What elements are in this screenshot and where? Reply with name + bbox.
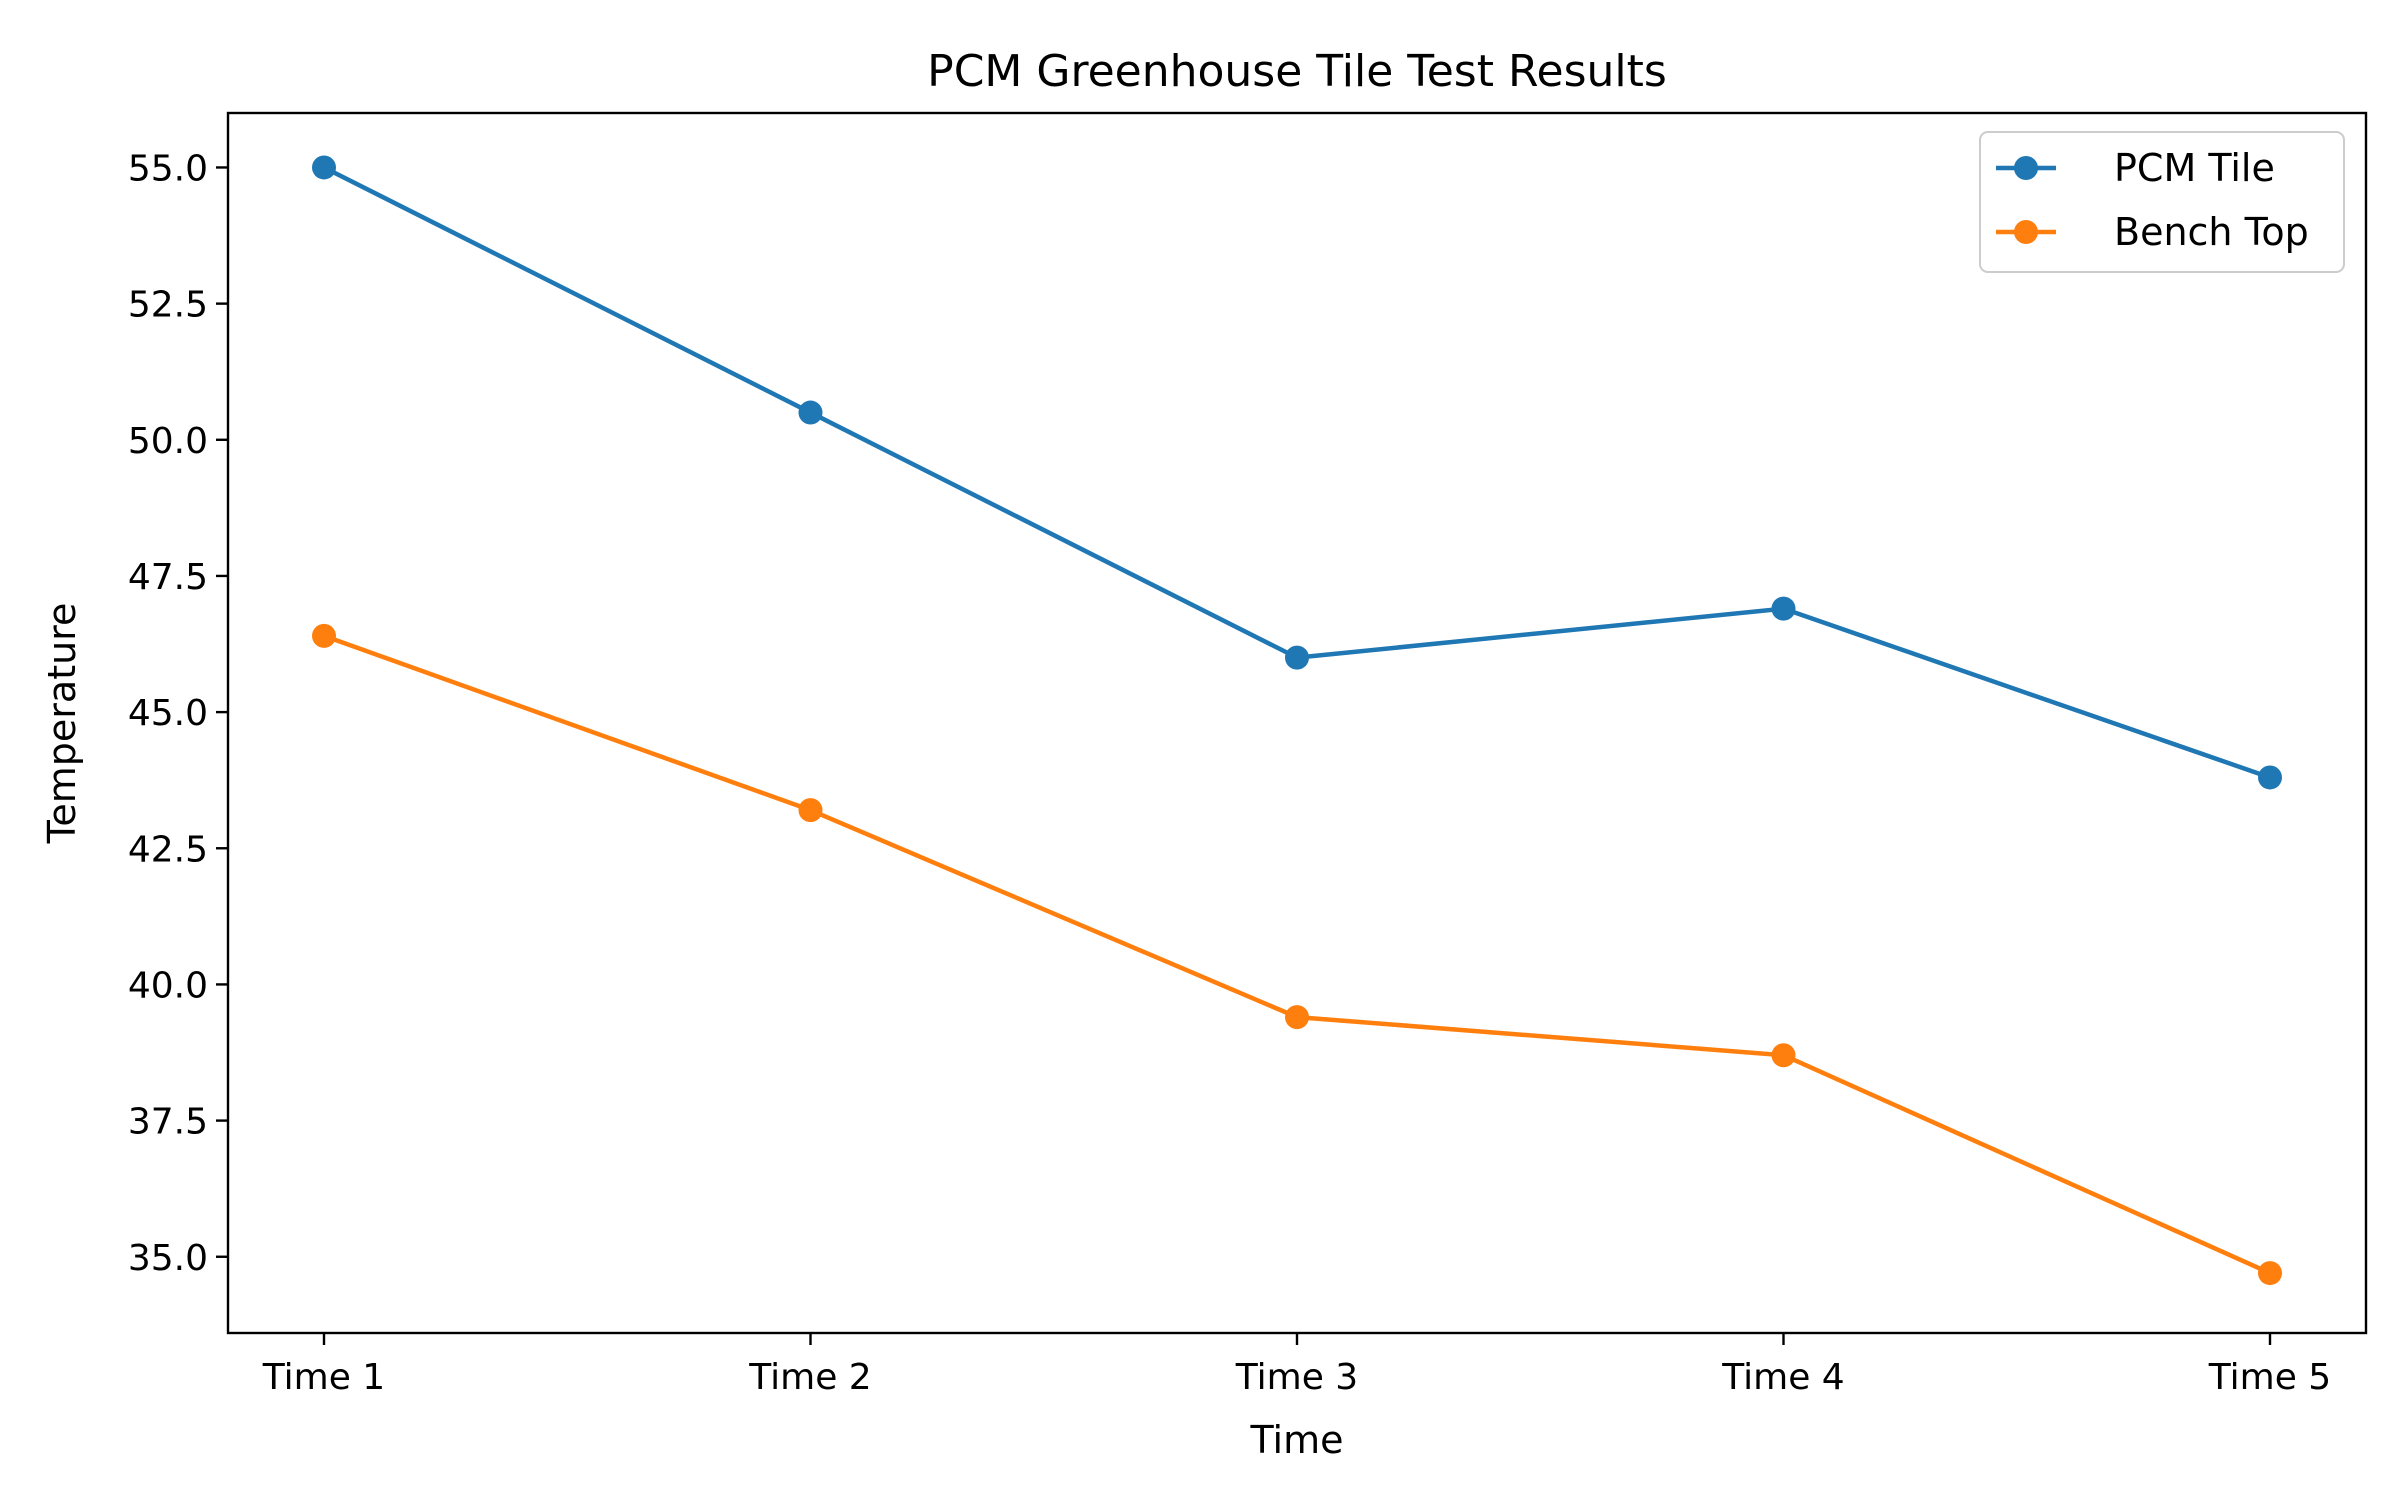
legend-label-pcm-tile: PCM Tile [2114,146,2275,190]
plot-frame [226,111,2368,1335]
y-tick-label-35-0: 35.0 [128,1238,208,1279]
series-layer [312,155,2282,1286]
data-point-pcm-tile-time-2 [798,400,823,425]
data-point-pcm-tile-time-5 [2258,765,2282,790]
y-axis-ticks: 35.0 37.5 40.0 42.5 45.0 47.5 50.0 52.5 55.0 [128,148,228,1279]
data-point-bench-top-time-2 [798,798,823,823]
legend-box [1979,131,2345,273]
y-tick-label-37-5: 37.5 [128,1102,208,1143]
x-tick-label-time-1: Time 1 [262,1357,385,1398]
data-point-pcm-tile-time-4 [1771,596,1796,621]
x-tick-label-time-4: Time 4 [1721,1357,1844,1398]
plot-area [228,113,2366,1333]
data-point-pcm-tile-time-3 [1285,645,1309,670]
y-tick-label-55-0: 55.0 [128,148,208,189]
y-axis-label: Temperature [40,603,84,845]
legend: PCM Tile Bench Top [1979,131,2345,273]
x-tick-label-time-3: Time 3 [1235,1357,1358,1398]
data-point-bench-top-time-3 [1285,1005,1309,1030]
x-axis-ticks: Time 1 Time 2 Time 3 Time 4 Time 5 [262,1333,2331,1398]
data-point-bench-top-time-4 [1771,1043,1796,1068]
data-point-pcm-tile-time-1 [312,155,336,180]
y-tick-label-47-5: 47.5 [128,557,208,598]
x-tick-label-time-2: Time 2 [748,1357,871,1398]
legend-label-bench-top: Bench Top [2114,210,2309,254]
data-point-bench-top-time-5 [2258,1261,2282,1286]
y-tick-label-45-0: 45.0 [128,693,208,734]
legend-marker-bench-top [2014,220,2038,244]
y-tick-label-40-0: 40.0 [128,965,208,1006]
chart-title: PCM Greenhouse Tile Test Results [927,46,1667,97]
y-tick-label-52-5: 52.5 [128,285,208,326]
x-axis-label: Time [1250,1418,1344,1462]
data-point-bench-top-time-1 [312,623,336,648]
y-tick-label-42-5: 42.5 [128,829,208,870]
y-tick-label-50-0: 50.0 [128,421,208,462]
legend-marker-pcm-tile [2014,156,2038,180]
x-tick-label-time-5: Time 5 [2208,1357,2331,1398]
